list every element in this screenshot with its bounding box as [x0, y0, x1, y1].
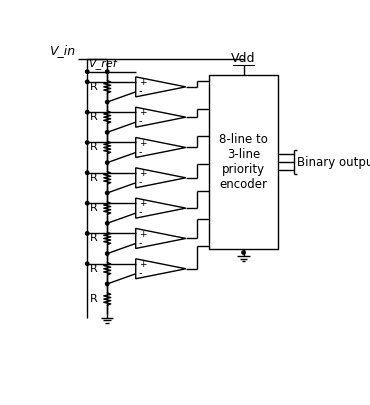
Text: -: - [139, 238, 142, 248]
Text: +: + [139, 108, 146, 117]
Text: R: R [90, 264, 98, 274]
Text: +: + [139, 199, 146, 208]
Text: R: R [90, 173, 98, 183]
Text: -: - [139, 147, 142, 157]
Circle shape [85, 262, 89, 265]
Text: R: R [90, 294, 98, 304]
Text: +: + [139, 260, 146, 269]
Text: +: + [139, 139, 146, 147]
Circle shape [85, 232, 89, 235]
Circle shape [85, 141, 89, 144]
Circle shape [105, 222, 109, 225]
Text: -: - [139, 117, 142, 127]
Text: Binary output: Binary output [297, 156, 370, 168]
Circle shape [85, 80, 89, 83]
Circle shape [85, 171, 89, 175]
Text: R: R [90, 203, 98, 213]
Circle shape [105, 282, 109, 286]
Text: -: - [139, 207, 142, 217]
Text: +: + [139, 169, 146, 178]
Circle shape [105, 100, 109, 104]
Text: Vdd: Vdd [231, 52, 256, 65]
Text: R: R [90, 82, 98, 92]
Circle shape [85, 111, 89, 114]
Bar [209, 75, 278, 249]
Text: +: + [139, 78, 146, 87]
Circle shape [85, 70, 89, 73]
Text: +: + [139, 230, 146, 239]
Text: V_in: V_in [49, 44, 75, 57]
Circle shape [105, 252, 109, 255]
Circle shape [105, 131, 109, 134]
Text: -: - [139, 268, 142, 278]
Circle shape [105, 161, 109, 164]
Text: 8-line to
3-line
priority
encoder: 8-line to 3-line priority encoder [219, 133, 268, 191]
Text: -: - [139, 86, 142, 96]
Circle shape [105, 70, 109, 73]
Text: R: R [90, 112, 98, 122]
Circle shape [105, 191, 109, 195]
Text: R: R [90, 143, 98, 153]
Circle shape [85, 201, 89, 205]
Text: -: - [139, 177, 142, 187]
Text: R: R [90, 233, 98, 243]
Text: V_ref: V_ref [88, 58, 117, 69]
Circle shape [242, 251, 245, 254]
